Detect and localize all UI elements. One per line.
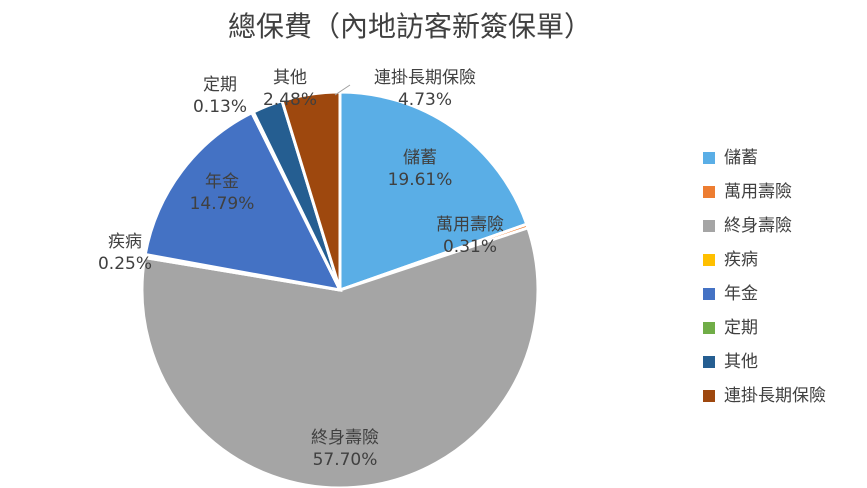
slice-category-label: 定期: [203, 75, 237, 95]
legend-label: 年金: [724, 284, 758, 304]
legend-label: 萬用壽險: [724, 182, 792, 202]
slice-category-label: 萬用壽險: [436, 215, 504, 235]
legend-swatch: [703, 254, 715, 266]
slice-value-label: 14.79%: [190, 194, 255, 214]
slice-value-label: 0.25%: [98, 254, 152, 274]
pie-slice: [143, 110, 343, 293]
slice-category-label: 終身壽險: [311, 428, 379, 448]
legend-swatch: [703, 288, 715, 300]
slice-value-label: 0.31%: [443, 237, 497, 257]
legend-swatch: [703, 390, 715, 402]
slice-value-label: 0.13%: [193, 97, 247, 117]
legend-label: 疾病: [724, 250, 758, 270]
slice-category-label: 儲蓄: [403, 148, 437, 168]
legend-swatch: [703, 186, 715, 198]
slice-value-label: 4.73%: [398, 90, 452, 110]
legend-label: 其他: [724, 352, 758, 372]
slice-value-label: 2.48%: [263, 90, 317, 110]
slice-value-label: 19.61%: [388, 170, 453, 190]
legend-label: 終身壽險: [724, 216, 792, 236]
legend-swatch: [703, 220, 715, 232]
legend-swatch: [703, 356, 715, 368]
legend-swatch: [703, 152, 715, 164]
slice-category-label: 年金: [205, 172, 239, 192]
legend-label: 定期: [724, 318, 758, 338]
leader-line: [334, 84, 351, 96]
slice-category-label: 其他: [273, 68, 307, 88]
pie-slice: [140, 225, 540, 488]
slice-value-label: 57.70%: [313, 450, 378, 470]
legend-label: 儲蓄: [724, 148, 758, 168]
legend-swatch: [703, 322, 715, 334]
legend-label: 連掛長期保險: [724, 386, 826, 406]
slice-category-label: 疾病: [108, 232, 142, 252]
chart-title: 總保費（內地訪客新簽保單）: [228, 10, 592, 43]
slice-category-label: 連掛長期保險: [374, 68, 476, 88]
